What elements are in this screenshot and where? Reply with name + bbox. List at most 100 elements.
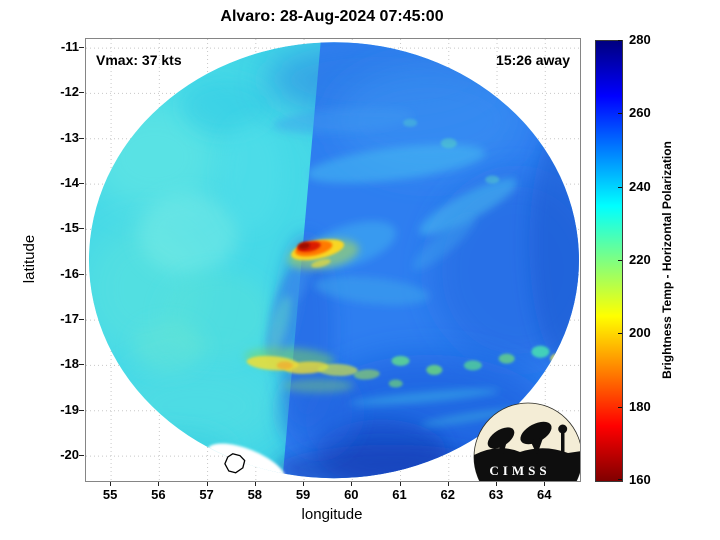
bt-feature (138, 193, 239, 274)
x-tick-label: 64 (537, 487, 552, 502)
x-tick-mark (206, 482, 208, 486)
x-tick-label: 58 (247, 487, 263, 502)
bt-feature (531, 345, 550, 358)
y-tick-label: -11 (60, 39, 79, 55)
x-tick-label: 57 (199, 487, 214, 502)
bt-feature (306, 144, 486, 183)
x-tick-mark (399, 482, 401, 486)
colorbar-tick-label: 200 (629, 325, 651, 341)
colorbar-tick-mark (618, 479, 622, 480)
bt-feature (268, 295, 292, 354)
y-tick-mark (79, 455, 84, 457)
bt-feature (272, 107, 413, 134)
y-tick-mark (79, 319, 84, 321)
colorbar-tick-mark (618, 260, 622, 261)
x-tick-label: 61 (392, 487, 407, 502)
colorbar-tick-mark (618, 406, 622, 408)
colorbar-tick-label: 220 (629, 252, 651, 267)
y-tick-label: -20 (60, 447, 79, 463)
y-tick-label: -13 (60, 129, 79, 145)
y-tick-mark (79, 228, 84, 230)
x-tick-mark (447, 482, 449, 486)
bt-feature (391, 355, 410, 366)
x-tick-label: 63 (488, 487, 504, 502)
satellite-dish-left-icon (487, 427, 515, 449)
bt-feature (133, 322, 204, 373)
bt-feature (349, 388, 500, 406)
satellite-dish-left-mount (497, 441, 507, 455)
colorbar-tick-mark (618, 40, 622, 41)
bt-feature (485, 175, 500, 184)
x-tick-mark (496, 482, 498, 486)
plot-title: Alvaro: 28-Aug-2024 07:45:00 (220, 8, 444, 25)
x-axis-label: longitude (301, 506, 363, 523)
y-tick-label: -16 (60, 265, 79, 281)
colorbar-tick-mark (618, 113, 622, 115)
bt-feature (498, 353, 515, 364)
y-tick-mark (79, 92, 84, 94)
bt-feature (412, 216, 476, 270)
bt-feature (317, 363, 358, 376)
plot-area: CIMSS Vmax: 37 kts 15:26 away (85, 38, 581, 482)
tower-icon (561, 432, 565, 454)
y-tick-label: -17 (60, 311, 79, 327)
x-tick-mark (544, 482, 546, 486)
y-tick-label: -18 (60, 356, 79, 372)
bt-feature (426, 364, 443, 375)
colorbar-tick-label: 160 (629, 472, 651, 487)
bt-feature (353, 369, 380, 380)
colorbar-tick-mark (618, 333, 622, 335)
y-tick-label: -15 (60, 220, 79, 236)
heatmap-canvas: CIMSS (86, 39, 580, 481)
x-tick-label: 62 (440, 487, 456, 502)
time-away-annotation: 15:26 away (496, 52, 570, 68)
bt-feature (283, 378, 354, 393)
satellite-dish-right-icon (520, 421, 552, 445)
y-tick-mark (79, 183, 84, 185)
bt-feature (311, 259, 331, 268)
cimss-logo-text: CIMSS (489, 463, 550, 478)
y-tick-mark (79, 364, 84, 366)
bt-feature (388, 379, 403, 388)
bt-feature (440, 138, 457, 149)
x-tick-mark (254, 482, 256, 486)
colorbar-tick-label: 280 (629, 32, 651, 47)
x-tick-label: 55 (102, 487, 118, 502)
bt-feature (403, 118, 418, 127)
x-tick-label: 59 (295, 487, 311, 502)
colorbar-tick-mark (618, 186, 622, 188)
y-tick-label: -19 (60, 401, 79, 417)
y-tick-label: -12 (60, 84, 79, 100)
x-tick-mark (158, 482, 160, 486)
x-tick-mark (351, 482, 353, 486)
y-tick-mark (79, 137, 84, 139)
colorbar-tick-label: 240 (629, 178, 651, 194)
bt-feature (313, 276, 430, 305)
x-tick-mark (303, 482, 305, 486)
vmax-annotation: Vmax: 37 kts (96, 52, 182, 68)
x-tick-mark (110, 482, 112, 486)
bt-feature (529, 123, 579, 363)
y-tick-mark (79, 273, 84, 275)
satellite-dish-right-mount (530, 438, 543, 455)
colorbar-tick-label: 260 (629, 105, 651, 121)
cimss-logo: CIMSS (473, 402, 580, 481)
bt-feature (550, 353, 565, 364)
tower-dome-icon (558, 424, 568, 434)
bt-feature (420, 409, 516, 427)
colorbar-tick-label: 180 (629, 398, 651, 414)
bt-feature (113, 426, 234, 477)
bt-feature (276, 361, 293, 370)
y-tick-mark (79, 409, 84, 411)
x-tick-label: 60 (344, 487, 359, 502)
bt-feature (220, 120, 281, 230)
cimss-logo-ground (474, 448, 580, 481)
x-tick-label: 56 (151, 487, 166, 502)
island-contour (224, 453, 246, 474)
bt-feature (298, 242, 311, 250)
bt-feature (463, 360, 482, 371)
bt-feature (284, 361, 329, 374)
y-tick-mark (79, 47, 84, 49)
bt-feature (419, 178, 518, 235)
